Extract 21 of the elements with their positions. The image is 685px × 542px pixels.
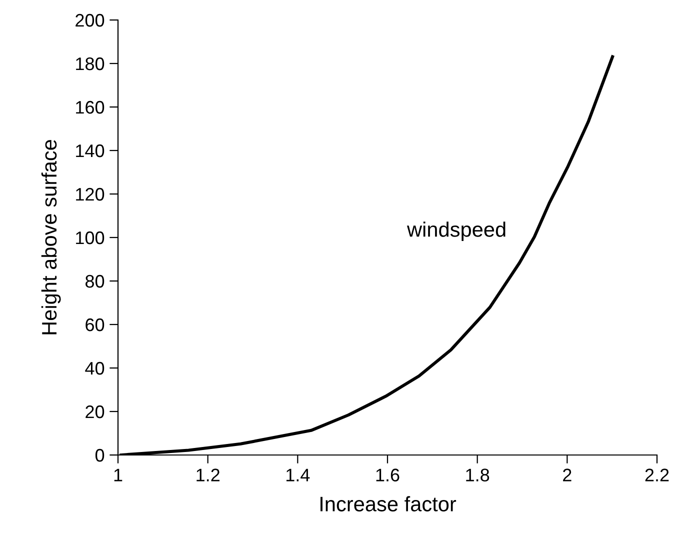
y-tick-label: 160 <box>76 100 104 114</box>
x-tick-label: 2 <box>563 468 572 482</box>
x-tick-label: 1 <box>114 468 122 482</box>
x-axis-title: Increase factor <box>320 496 456 512</box>
y-tick-label: 120 <box>76 188 104 201</box>
y-tick-label: 80 <box>86 274 104 288</box>
y-tick-label: 0 <box>95 448 104 462</box>
y-tick-label: 100 <box>76 231 104 244</box>
y-tick-label: 60 <box>86 318 104 332</box>
series-label: windspeed <box>406 222 506 241</box>
x-tick-label: 1.8 <box>466 468 490 482</box>
y-tick-label: 40 <box>85 362 104 375</box>
x-tick-label: 1.4 <box>286 468 310 482</box>
y-tick-label: 200 <box>76 14 104 27</box>
y-tick-label: 180 <box>76 57 104 70</box>
y-tick-label: 140 <box>76 144 104 158</box>
y-axis-title: Height above surface <box>41 140 61 334</box>
x-tick-label: 2.2 <box>645 468 669 482</box>
x-tick-label: 1.2 <box>196 468 220 482</box>
x-tick-label: 1.6 <box>376 468 400 482</box>
y-tick-label: 20 <box>86 405 104 418</box>
